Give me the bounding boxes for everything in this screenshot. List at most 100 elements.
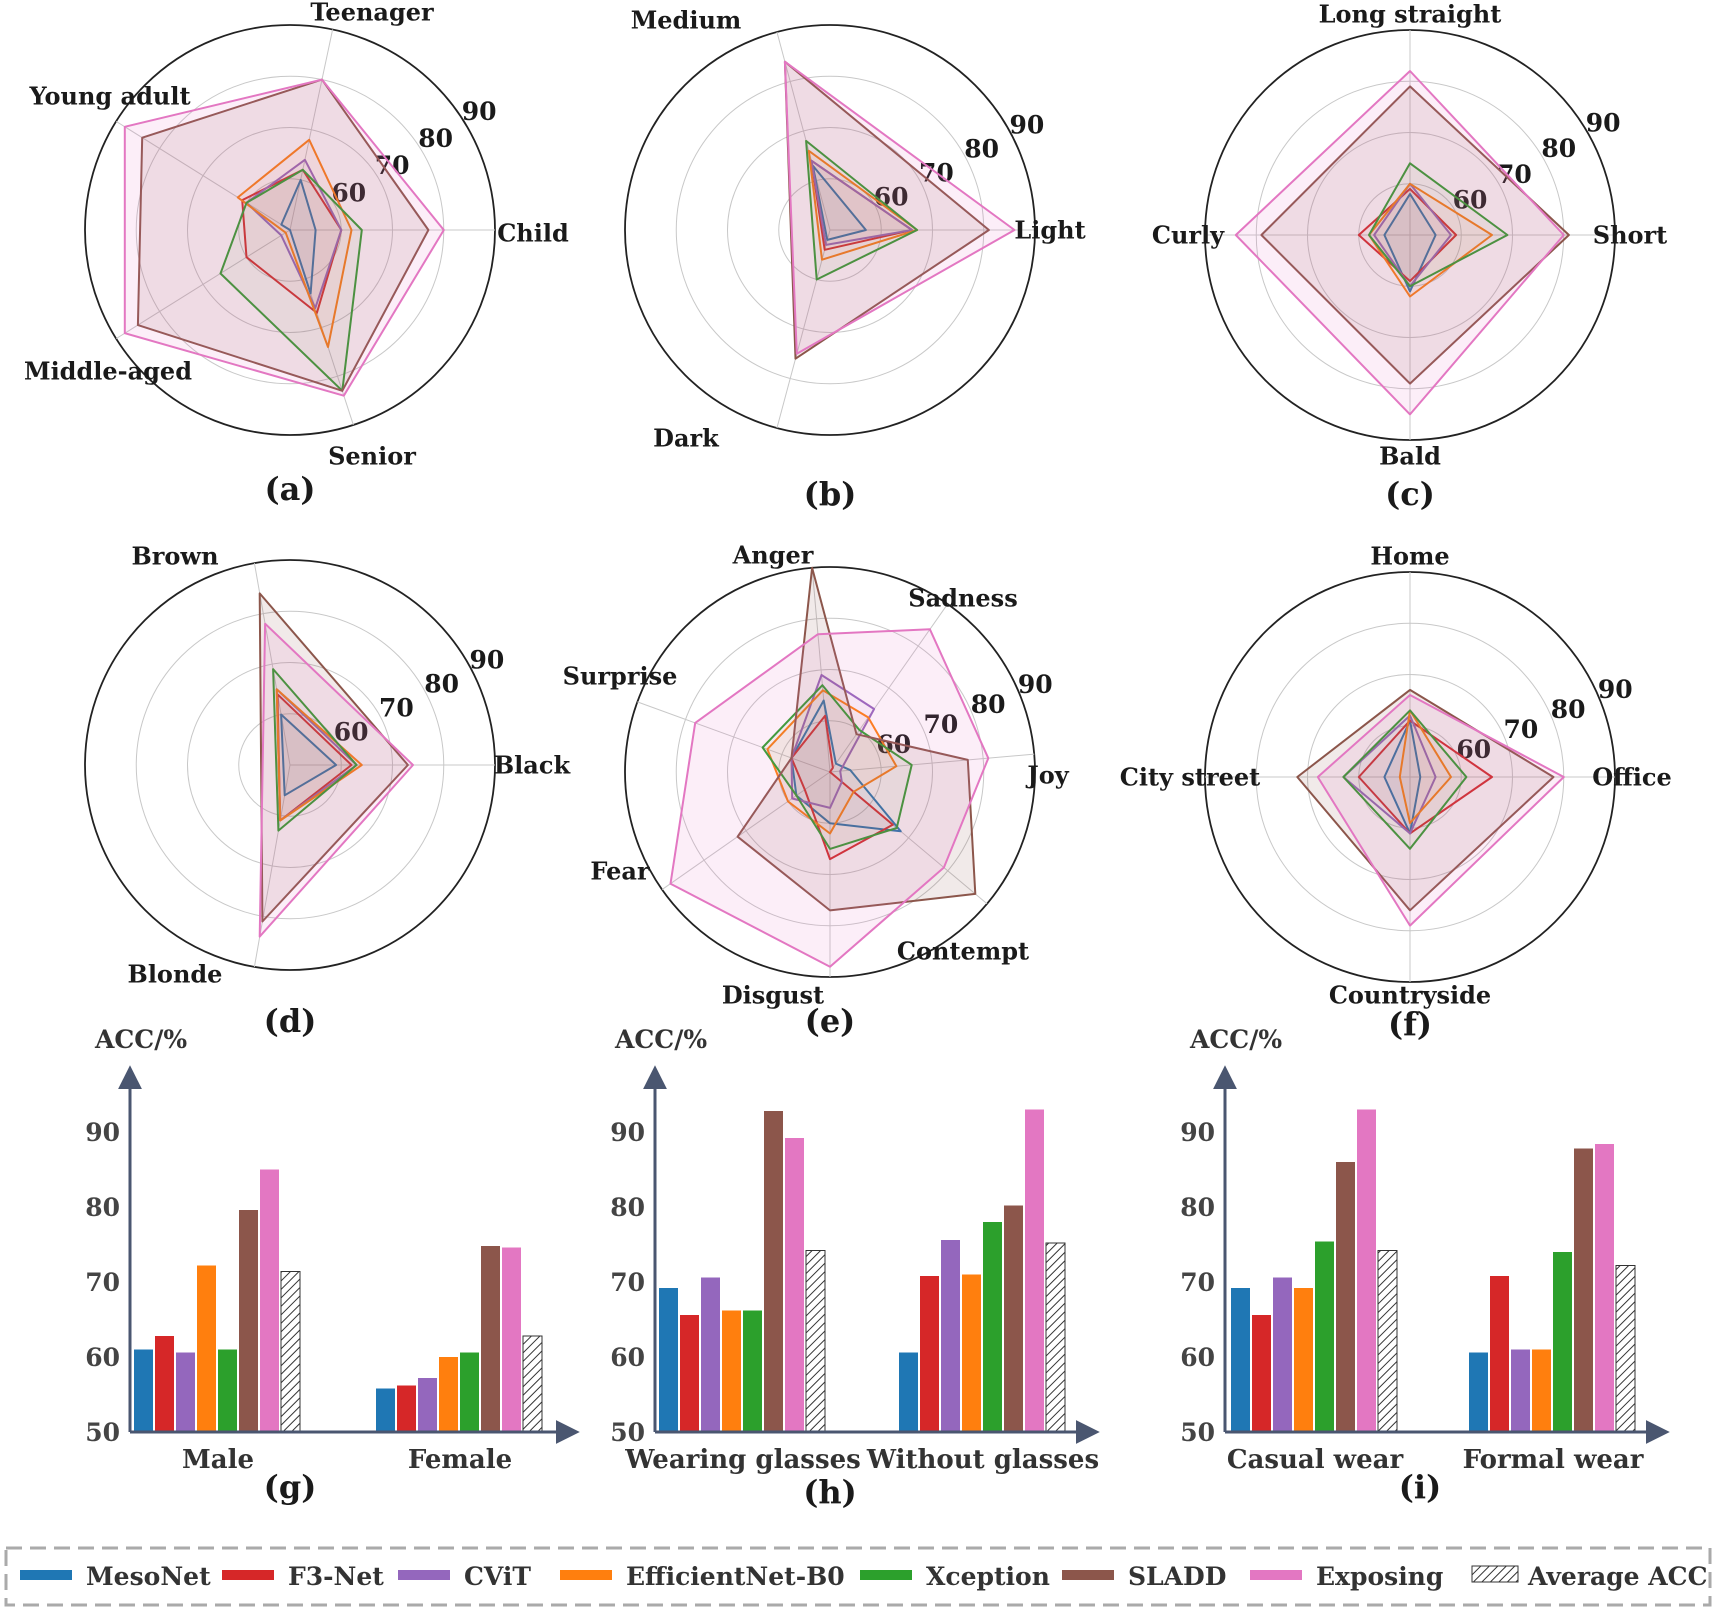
y-tick-label-70: 70 [1180,1268,1215,1297]
bar-formal-wear-average-acc [1615,1265,1636,1433]
bar-without-glasses-mesonet [899,1352,918,1432]
radar-series-mesonet [811,164,867,241]
radar-series-exposing [258,622,414,938]
y-tick-label-60: 60 [85,1343,120,1372]
legend-swatch-average-acc [1471,1565,1519,1583]
radar-axis-label-countryside: Countryside [1329,981,1491,1010]
radar-series-xception [1342,709,1468,850]
y-axis-label: ACC/% [94,1025,187,1054]
radar-axis-label-anger: Anger [732,541,814,570]
bar-male-mesonet [134,1349,153,1432]
radar-series-xception [272,668,358,832]
bar-wearing-glasses-f3-net [680,1315,699,1432]
radar-series-xception [219,168,363,392]
radar-spoke-joy [829,753,1035,773]
bar-wearing-glasses-mesonet [659,1288,678,1432]
radar-axis-label-middle-aged: Middle-aged [24,357,192,386]
radar-axis-label-surprise: Surprise [563,662,678,691]
radar-ring-label-80: 80 [1551,695,1586,724]
y-tick-label-90: 90 [610,1118,645,1147]
y-tick-label-80: 80 [1180,1193,1215,1222]
radar-ring-label-80: 80 [1541,134,1576,163]
radar-axis-label-bald: Bald [1379,442,1441,471]
radar-ring-label-70: 70 [1504,715,1539,744]
bar-without-glasses-exposing [1025,1109,1044,1432]
bar-male-average-acc [280,1271,301,1433]
bar-formal-wear-mesonet [1469,1352,1488,1432]
radar-ring-label-60: 60 [331,178,366,207]
bar-formal-wear-xception [1553,1252,1572,1432]
radar-series-sladd [136,78,430,392]
radar-spoke-anger [811,567,831,773]
bar-casual-wear-cvit [1273,1277,1292,1432]
bar-female-average-acc [522,1335,543,1433]
y-tick-label-50: 50 [610,1418,645,1447]
radar-axis-label-young-adult: Young adult [28,82,190,111]
radar-ring-label-90: 90 [1009,110,1044,139]
radar-spoke-sadness [829,603,948,773]
bar-without-glasses-average-acc [1045,1242,1066,1433]
bar-female-mesonet [376,1388,395,1432]
panel-label: (g) [264,1468,317,1506]
radar-ring-label-90: 90 [1018,670,1053,699]
radar-series-cvit [1342,714,1437,835]
radar-spoke-fear [661,771,831,890]
radar-axis-label-joy: Joy [1025,761,1069,790]
bar-female-efficientnet-b0 [439,1357,458,1432]
radar-series-efficientnet-b0 [275,688,363,822]
bar-casual-wear-exposing [1357,1109,1376,1432]
radar-series-exposing [1316,694,1565,927]
bar-formal-wear-exposing [1595,1144,1614,1432]
radar-series-efficientnet-b0 [1368,182,1493,298]
y-tick-label-90: 90 [1180,1118,1215,1147]
bar-casual-wear-sladd [1336,1162,1355,1432]
bar-without-glasses-cvit [941,1240,960,1432]
panel-label: (f) [1388,1005,1432,1043]
radar-ring-label-60: 60 [334,717,369,746]
y-tick-label-90: 90 [85,1118,120,1147]
legend-label-xception: Xception [926,1562,1050,1591]
radar-axis-label-office: Office [1592,763,1672,792]
bar-male-f3-net [155,1336,174,1432]
bar-without-glasses-efficientnet-b0 [962,1274,981,1432]
radar-ring-label-90: 90 [462,97,497,126]
radar-series-sladd [258,592,409,923]
bar-male-efficientnet-b0 [197,1265,216,1432]
legend-label-f3-net: F3-Net [288,1562,384,1591]
radar-chart-a: 60708090TeenagerChildSeniorMiddle-agedYo… [24,0,569,508]
y-tick-label-60: 60 [610,1343,645,1372]
bar-without-glasses-xception [983,1222,1002,1432]
radar-axis-label-home: Home [1370,542,1449,571]
radar-axis-label-black: Black [494,751,572,780]
bar-category-label-casual-wear: Casual wear [1227,1445,1404,1475]
bar-female-exposing [502,1247,521,1432]
radar-axis-label-child: Child [497,219,569,248]
bar-male-xception [218,1349,237,1432]
bar-formal-wear-efficientnet-b0 [1532,1349,1551,1432]
radar-series-exposing [669,628,990,968]
legend-label-sladd: SLADD [1128,1562,1226,1591]
legend-frame [4,1546,1712,1607]
radar-ring-label-90: 90 [1598,675,1633,704]
radar-ring-label-80: 80 [971,690,1006,719]
panel-label: (b) [804,475,857,513]
radar-ring-label-90: 90 [469,645,504,674]
radar-chart-d: 60 70 80 90 Brown Black Blonde (d) [84,542,572,1040]
legend-swatch-mesonet [20,1570,72,1580]
bar-casual-wear-f3-net [1252,1315,1271,1432]
bar-wearing-glasses-exposing [785,1138,804,1432]
y-tick-label-70: 70 [85,1268,120,1297]
radar-spoke-middle-aged [115,229,291,340]
y-axis-label: ACC/% [614,1025,707,1054]
radar-axis-label-disgust: Disgust [722,981,824,1010]
radar-chart-f: 60 70 80 90 Home Office Countryside City street… [1120,542,1672,1044]
bar-without-glasses-f3-net [920,1276,939,1432]
legend-swatch-f3-net [222,1570,274,1580]
y-tick-label-50: 50 [1180,1418,1215,1447]
bar-female-f3-net [397,1385,416,1432]
bar-male-exposing [260,1169,279,1432]
radar-series-exposing [783,60,1016,355]
